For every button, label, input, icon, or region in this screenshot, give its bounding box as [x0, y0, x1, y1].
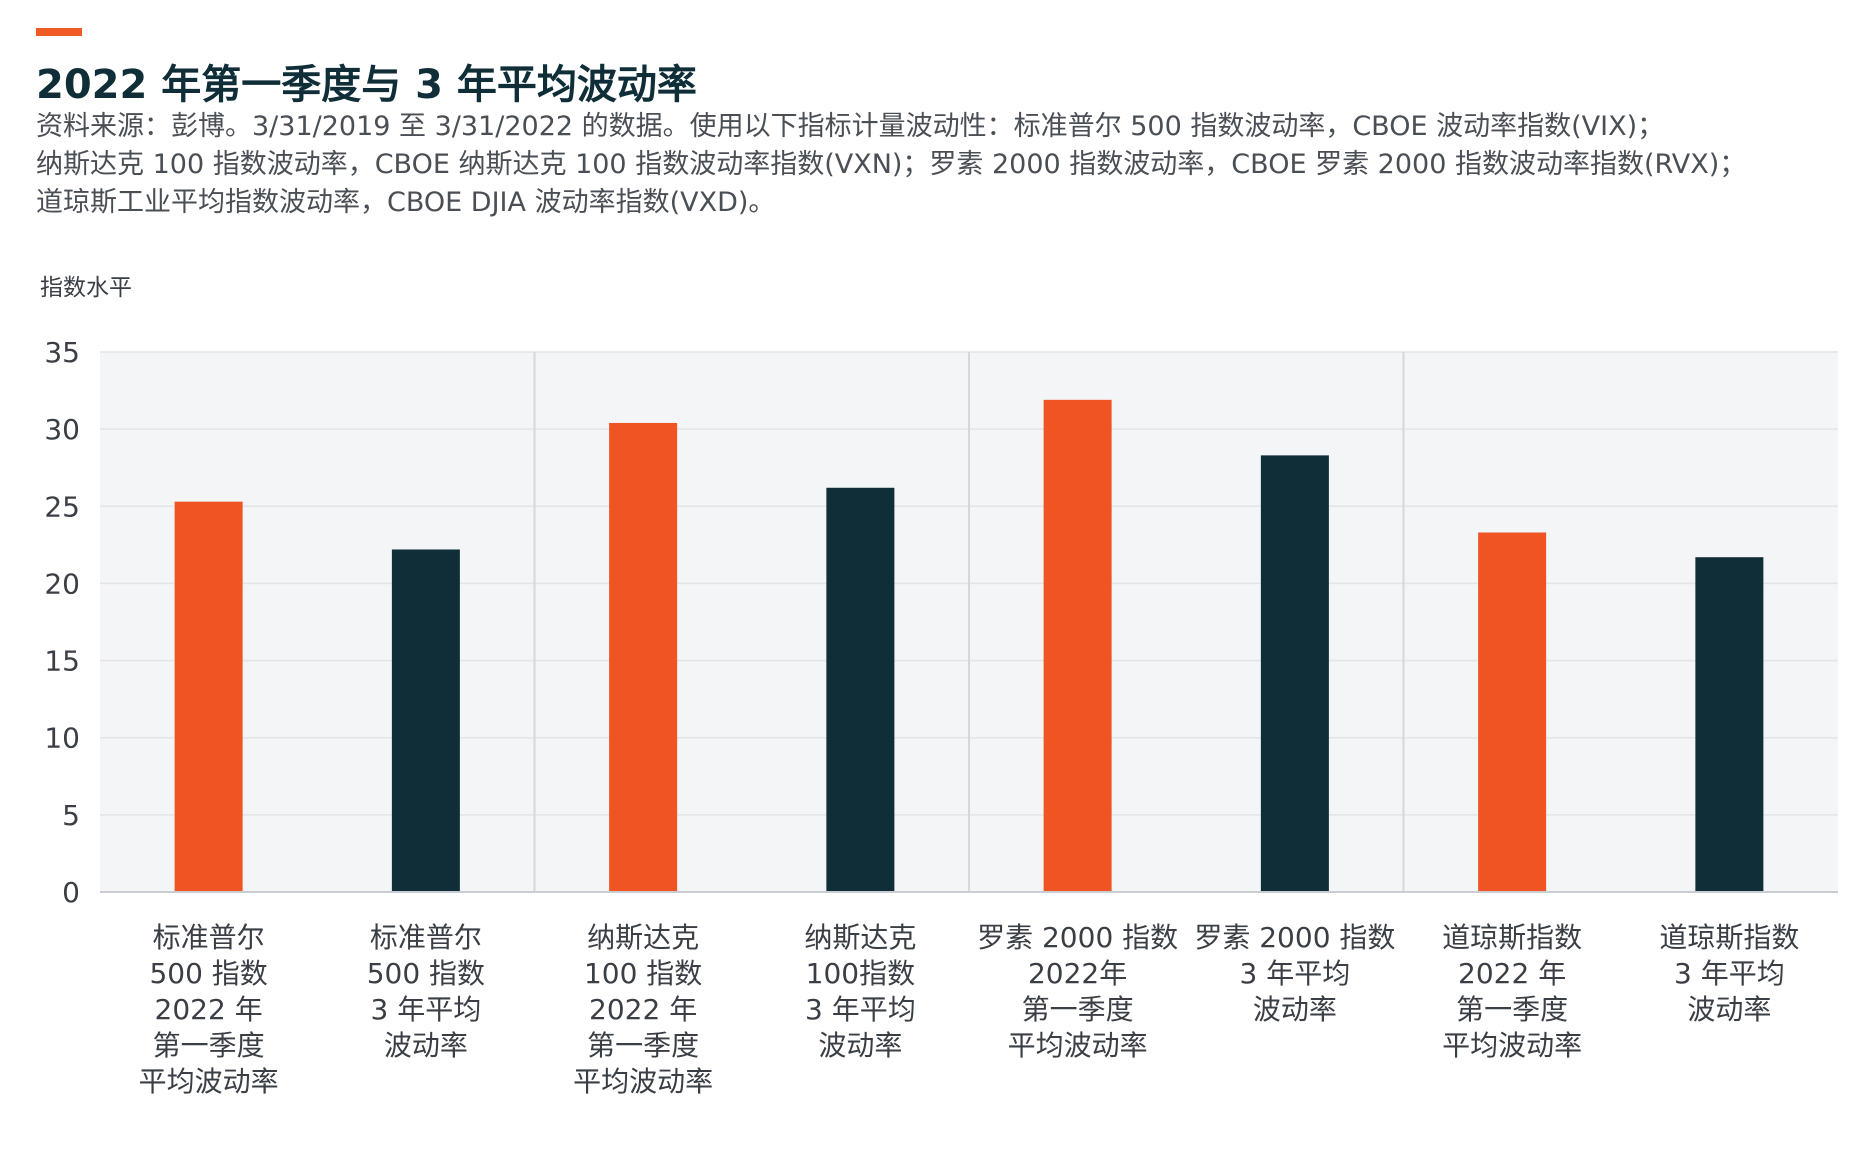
y-axis-title: 指数水平	[40, 275, 132, 301]
x-tick-label-line: 平均波动率	[573, 1065, 713, 1098]
x-tick-label-line: 第一季度	[1456, 993, 1568, 1026]
x-tick-label-line: 100 指数	[584, 957, 702, 990]
x-tick-label-line: 3 年平均	[805, 993, 916, 1026]
x-tick-label-3: 纳斯达克 100 指数 2022 年第一季度平均波动率	[573, 921, 713, 1098]
bar-2	[391, 549, 460, 892]
x-tick-label-line: 第一季度	[587, 1029, 699, 1062]
y-tick-label-25: 25	[44, 490, 80, 523]
x-tick-label-line: 标准普尔	[370, 921, 482, 954]
x-tick-label-line: 平均波动率	[1008, 1029, 1148, 1062]
y-tick-label-15: 15	[44, 645, 80, 678]
x-tick-label-6: 罗素 2000 指数 3 年平均波动率	[1194, 921, 1395, 1026]
x-tick-label-7: 道琼斯指数 2022 年第一季度平均波动率	[1442, 921, 1582, 1062]
x-tick-label-line: 2022 年	[589, 993, 697, 1026]
x-tick-label-5: 罗素 2000 指数 2022年第一季度平均波动率	[977, 921, 1178, 1062]
source-note: 资料来源：彭博。3/31/2019 至 3/31/2022 的数据。使用以下指标…	[36, 108, 1836, 222]
source-line-2: 纳斯达克 100 指数波动率，CBOE 纳斯达克 100 指数波动率指数(VXN…	[36, 149, 1747, 180]
x-tick-label-line: 3 年平均	[1240, 957, 1351, 990]
x-tick-label-line: 道琼斯指数	[1659, 921, 1799, 954]
chart-title: 2022 年第一季度与 3 年平均波动率	[36, 62, 697, 108]
x-tick-label-line: 100指数	[806, 957, 915, 990]
bar-3	[609, 422, 678, 892]
x-tick-label-8: 道琼斯指数 3 年平均波动率	[1659, 921, 1799, 1026]
bar-7	[1478, 532, 1547, 892]
x-tick-label-line: 道琼斯指数	[1442, 921, 1582, 954]
x-tick-label-line: 500 指数	[149, 957, 267, 990]
source-line-1: 资料来源：彭博。3/31/2019 至 3/31/2022 的数据。使用以下指标…	[36, 111, 1665, 142]
bar-6	[1260, 455, 1329, 892]
x-tick-label-line: 第一季度	[153, 1029, 265, 1062]
y-tick-label-5: 5	[62, 799, 80, 832]
x-tick-label-line: 标准普尔	[153, 921, 265, 954]
y-tick-label-20: 20	[44, 567, 80, 600]
x-tick-label-4: 纳斯达克 100指数 3 年平均波动率	[804, 921, 916, 1062]
x-tick-label-line: 纳斯达克	[804, 921, 916, 954]
accent-bar	[36, 28, 82, 36]
bar-8	[1695, 557, 1764, 892]
x-tick-label-line: 500 指数	[367, 957, 485, 990]
x-tick-label-line: 罗素 2000 指数	[977, 921, 1178, 954]
x-tick-label-line: 波动率	[818, 1029, 902, 1062]
x-tick-label-line: 纳斯达克	[587, 921, 699, 954]
source-line-3: 道琼斯工业平均指数波动率，CBOE DJIA 波动率指数(VXD)。	[36, 187, 776, 218]
bar-5	[1043, 399, 1112, 892]
x-tick-label-line: 波动率	[1687, 993, 1771, 1026]
bar-4	[826, 487, 895, 892]
x-tick-label-1: 标准普尔 500 指数 2022 年第一季度平均波动率	[139, 921, 279, 1098]
x-tick-label-line: 2022 年	[155, 993, 263, 1026]
x-tick-label-line: 第一季度	[1022, 993, 1134, 1026]
x-tick-label-line: 2022年	[1028, 957, 1127, 990]
x-tick-label-line: 2022 年	[1458, 957, 1566, 990]
x-tick-label-line: 平均波动率	[1442, 1029, 1582, 1062]
x-tick-label-line: 3 年平均	[1674, 957, 1785, 990]
x-tick-label-line: 罗素 2000 指数	[1194, 921, 1395, 954]
y-tick-label-0: 0	[62, 876, 80, 909]
y-tick-label-35: 35	[44, 336, 80, 369]
bar-1	[174, 501, 243, 892]
x-tick-label-line: 波动率	[384, 1029, 468, 1062]
x-tick-label-line: 平均波动率	[139, 1065, 279, 1098]
x-tick-label-line: 3 年平均	[371, 993, 482, 1026]
y-tick-label-30: 30	[44, 413, 80, 446]
x-tick-label-line: 波动率	[1253, 993, 1337, 1026]
y-tick-label-10: 10	[44, 722, 80, 755]
x-tick-label-2: 标准普尔 500 指数 3 年平均波动率	[367, 921, 485, 1062]
